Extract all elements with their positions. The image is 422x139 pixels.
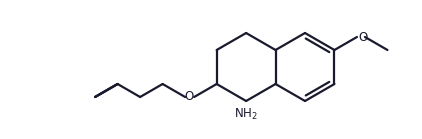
Text: O: O — [358, 30, 367, 44]
Text: O: O — [184, 90, 193, 104]
Text: NH$_2$: NH$_2$ — [234, 107, 258, 122]
